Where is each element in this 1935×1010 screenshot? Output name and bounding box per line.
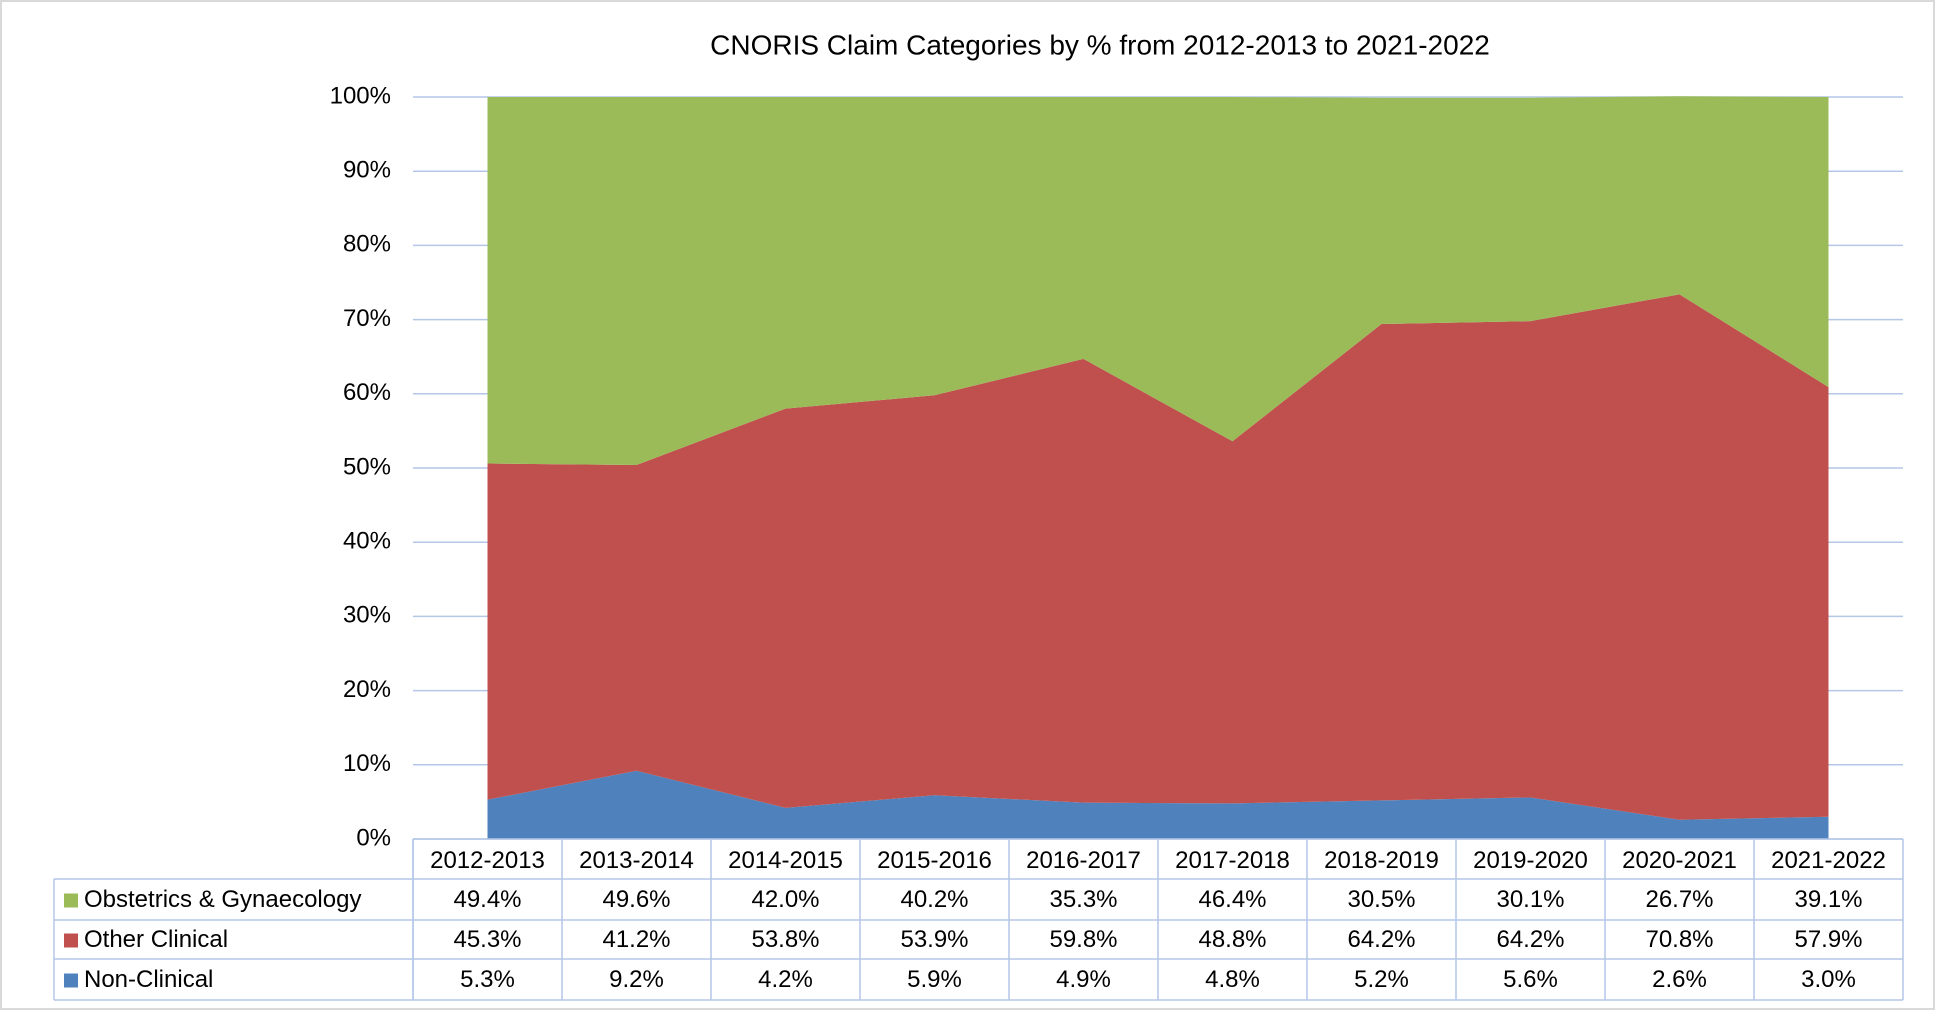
y-tick-label: 70% [343, 305, 391, 332]
data-label: 64.2% [1496, 926, 1564, 953]
legend-label: Obstetrics & Gynaecology [84, 886, 361, 913]
x-tick-label: 2014-2015 [728, 847, 843, 874]
legend-swatch [64, 893, 78, 908]
data-label: 42.0% [751, 886, 819, 913]
data-label: 40.2% [900, 886, 968, 913]
legend-label: Non-Clinical [84, 966, 213, 993]
area [487, 294, 1829, 820]
data-label: 70.8% [1645, 926, 1713, 953]
chart-title: CNORIS Claim Categories by % from 2012-2… [710, 29, 1490, 60]
data-label: 59.8% [1049, 926, 1117, 953]
legend-swatch [64, 973, 78, 988]
data-label: 48.8% [1198, 926, 1266, 953]
area [487, 770, 1829, 839]
data-label: 45.3% [453, 926, 521, 953]
data-label: 46.4% [1198, 886, 1266, 913]
y-tick-label: 30% [343, 602, 391, 629]
x-tick-label: 2020-2021 [1622, 847, 1737, 874]
y-tick-label: 100% [330, 82, 391, 109]
y-tick-label: 90% [343, 157, 391, 184]
y-tick-label: 80% [343, 231, 391, 258]
data-label: 4.2% [758, 966, 813, 993]
data-label: 49.4% [453, 886, 521, 913]
data-label: 5.3% [460, 966, 515, 993]
data-label: 41.2% [602, 926, 670, 953]
data-label: 64.2% [1347, 926, 1415, 953]
x-tick-label: 2015-2016 [877, 847, 992, 874]
x-tick-label: 2012-2013 [430, 847, 545, 874]
data-label: 2.6% [1652, 966, 1707, 993]
legend-swatch [64, 933, 78, 948]
data-label: 53.8% [751, 926, 819, 953]
data-label: 30.5% [1347, 886, 1415, 913]
data-label: 39.1% [1794, 886, 1862, 913]
area [487, 96, 1829, 466]
data-label: 3.0% [1801, 966, 1856, 993]
data-label: 5.2% [1354, 966, 1409, 993]
data-label: 4.8% [1205, 966, 1260, 993]
data-label: 53.9% [900, 926, 968, 953]
data-label: 35.3% [1049, 886, 1117, 913]
y-tick-label: 40% [343, 528, 391, 555]
data-label: 57.9% [1794, 926, 1862, 953]
data-label: 30.1% [1496, 886, 1564, 913]
data-label: 26.7% [1645, 886, 1713, 913]
legend-label: Other Clinical [84, 926, 228, 953]
data-label: 4.9% [1056, 966, 1111, 993]
y-tick-label: 0% [356, 824, 391, 851]
data-label: 49.6% [602, 886, 670, 913]
data-label: 5.9% [907, 966, 962, 993]
y-tick-label: 20% [343, 676, 391, 703]
y-tick-label: 10% [343, 750, 391, 777]
x-tick-label: 2021-2022 [1771, 847, 1886, 874]
x-tick-label: 2018-2019 [1324, 847, 1439, 874]
x-tick-label: 2019-2020 [1473, 847, 1588, 874]
x-tick-label: 2016-2017 [1026, 847, 1141, 874]
x-tick-label: 2017-2018 [1175, 847, 1290, 874]
y-tick-label: 50% [343, 453, 391, 480]
x-tick-label: 2013-2014 [579, 847, 694, 874]
data-label: 5.6% [1503, 966, 1558, 993]
y-tick-label: 60% [343, 379, 391, 406]
data-label: 9.2% [609, 966, 664, 993]
